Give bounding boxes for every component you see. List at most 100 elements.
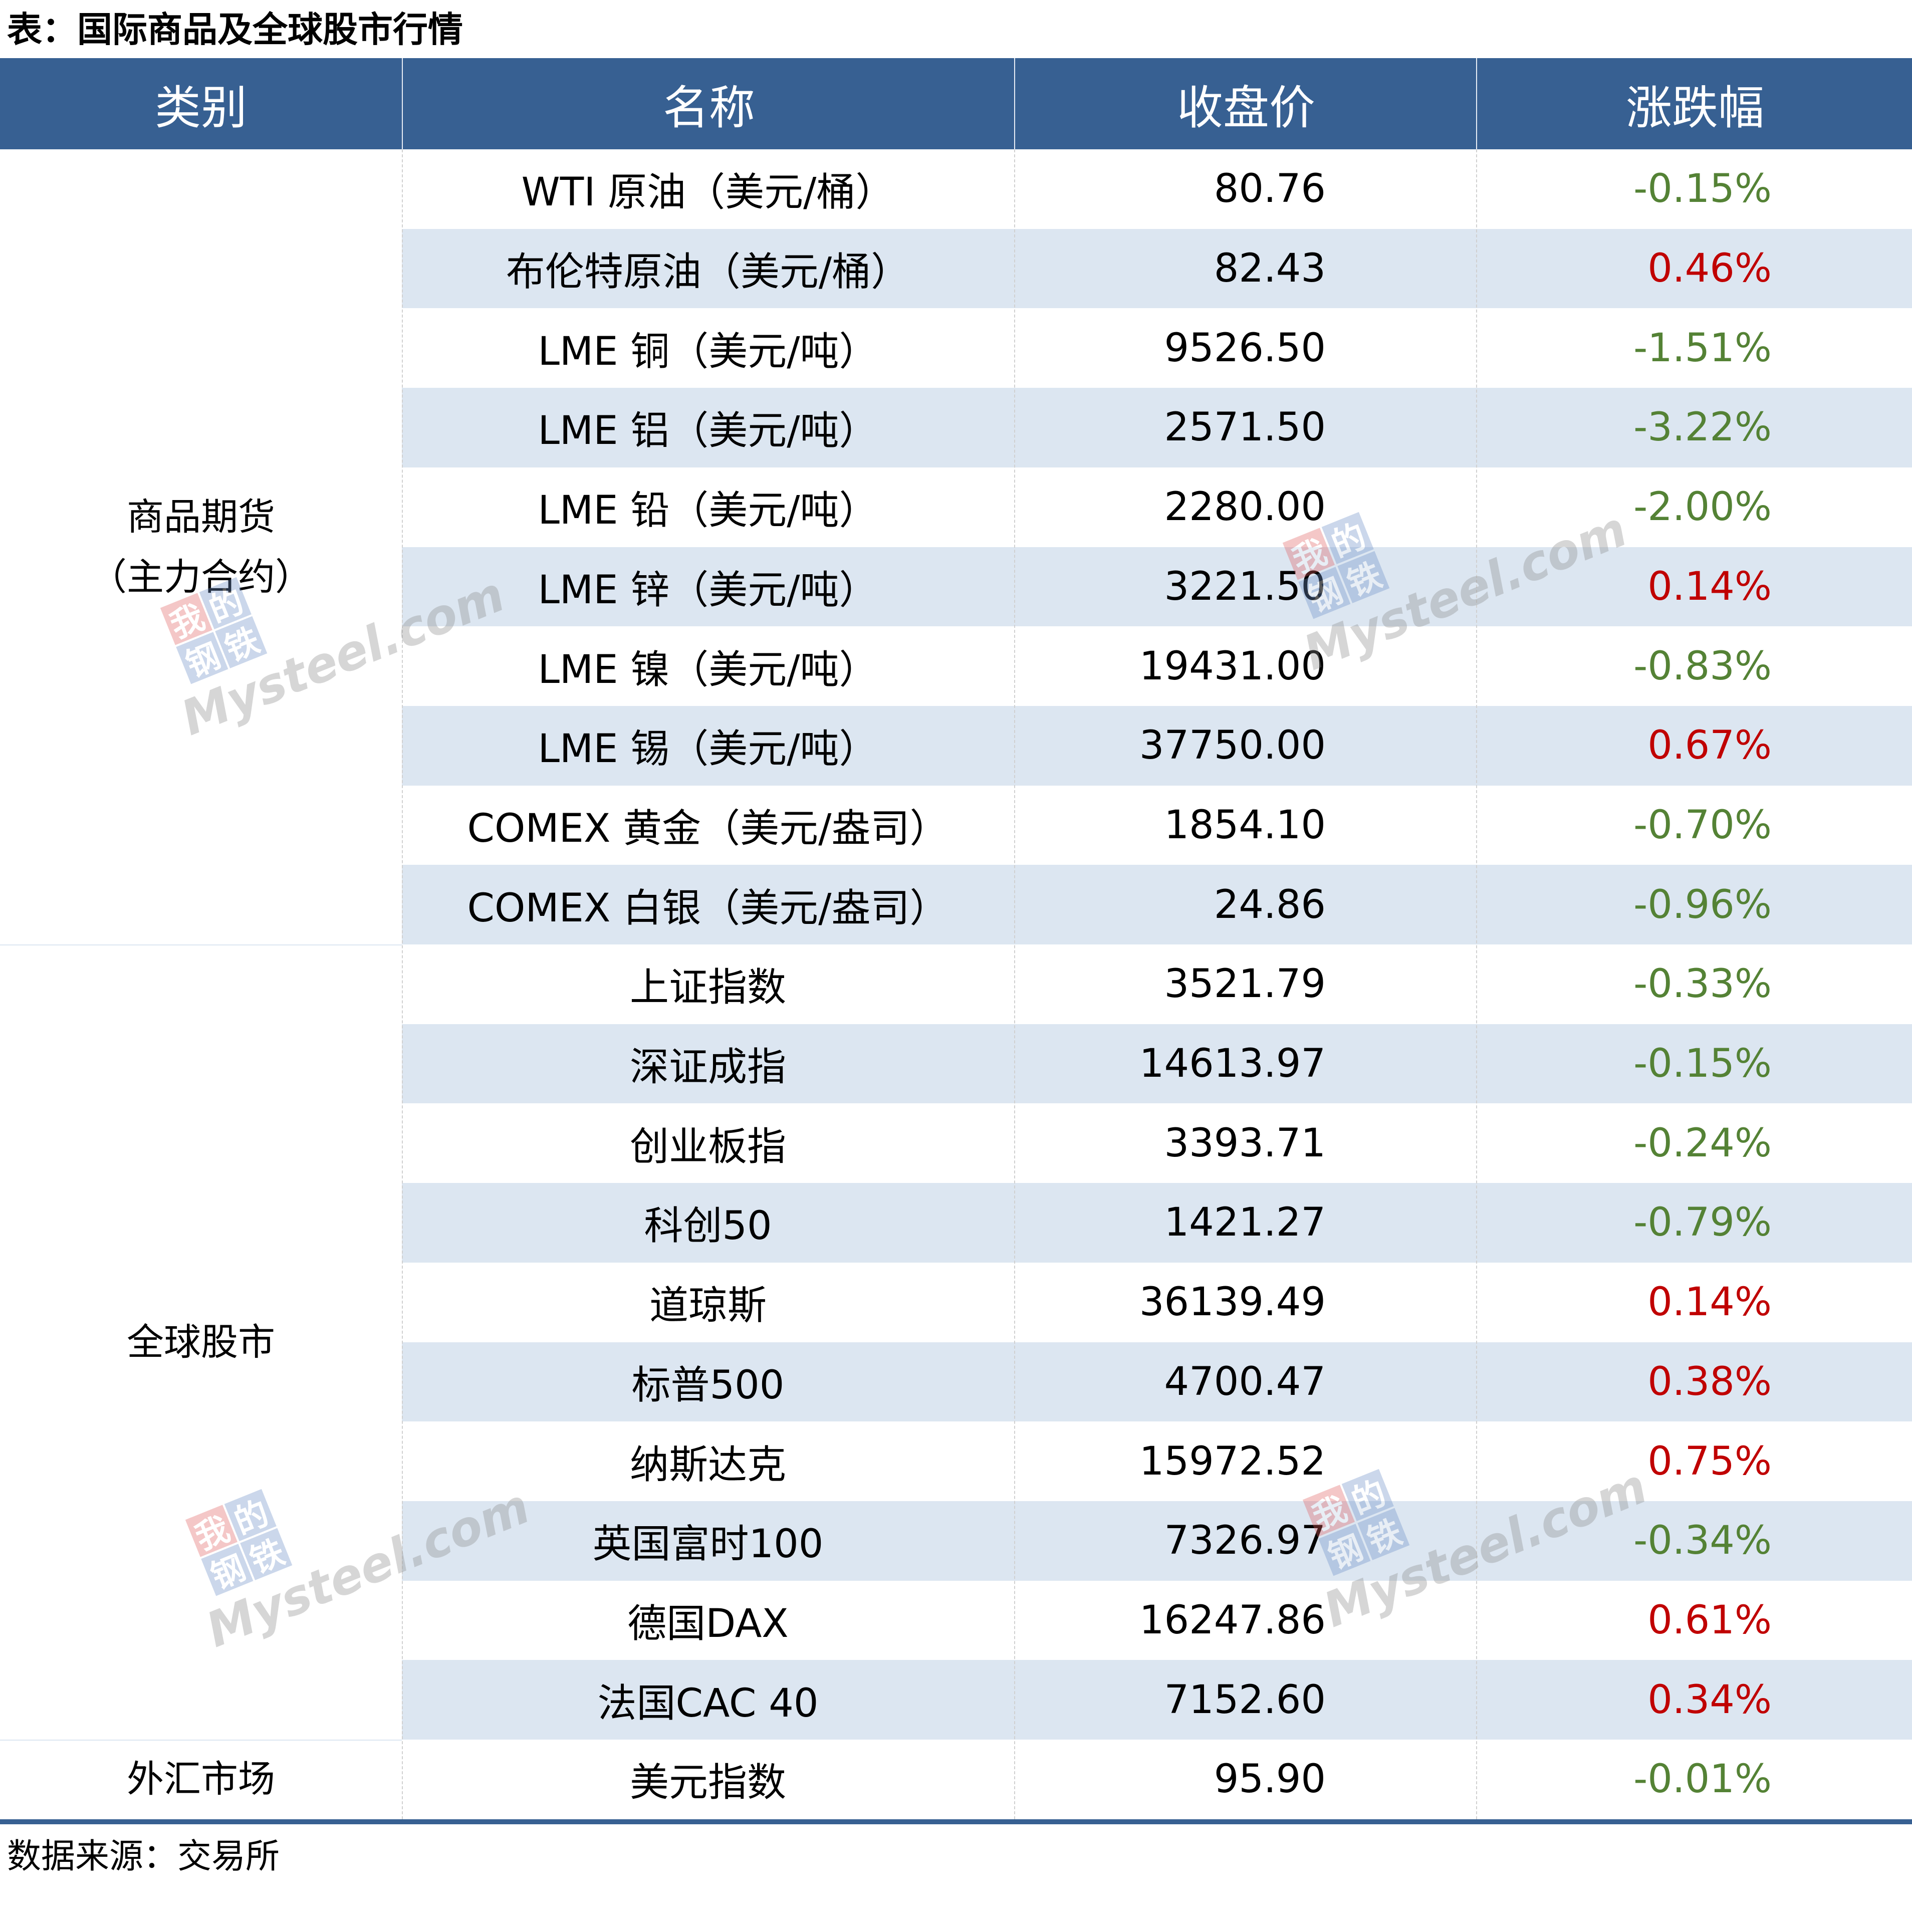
close-price-text: 24.86 [1214,882,1326,927]
instrument-name: LME 铝（美元/吨） [402,388,1014,467]
table-row: COMEX 白银（美元/盎司） 24.86 -0.96% [402,865,1912,944]
change-percent: -0.79% [1476,1183,1912,1263]
category-label: 全球股市 [127,1320,275,1364]
change-percent-text: -2.00% [1633,485,1772,530]
instrument-name-text: 深证成指 [629,1045,786,1090]
change-percent-text: -0.83% [1633,643,1772,689]
instrument-name-text: COMEX 白银（美元/盎司） [467,885,949,931]
change-percent-text: -0.15% [1633,166,1772,212]
change-percent: -0.96% [1476,865,1912,944]
close-price-text: 7326.97 [1164,1518,1326,1564]
close-price-text: 2571.50 [1164,405,1326,450]
change-percent-text: -0.70% [1633,802,1772,848]
close-price: 3221.50 [1014,547,1476,627]
table-row: 标普500 4700.47 0.38% [402,1342,1912,1422]
table-row: 道琼斯 36139.49 0.14% [402,1263,1912,1342]
close-price: 3521.79 [1014,944,1476,1024]
close-price: 19431.00 [1014,626,1476,706]
change-percent: -0.15% [1476,149,1912,229]
table-row: 美元指数 95.90 -0.01% [402,1740,1912,1819]
instrument-name: 创业板指 [402,1103,1014,1183]
instrument-name-text: 科创50 [644,1203,772,1249]
instrument-name: COMEX 白银（美元/盎司） [402,865,1014,944]
category-cell: 全球股市 [0,944,402,1740]
instrument-name: 纳斯达克 [402,1421,1014,1501]
category-divider [0,1740,402,1741]
instrument-name-text: LME 镍（美元/吨） [538,647,878,692]
instrument-name-text: LME 铅（美元/吨） [538,488,878,534]
table-row: WTI 原油（美元/桶） 80.76 -0.15% [402,149,1912,229]
instrument-name-text: LME 锌（美元/吨） [538,567,878,613]
table-row: LME 铅（美元/吨） 2280.00 -2.00% [402,467,1912,547]
change-percent: -0.34% [1476,1501,1912,1581]
column-divider [1476,149,1477,1819]
change-percent: -2.00% [1476,467,1912,547]
close-price: 3393.71 [1014,1103,1476,1183]
column-divider [1014,149,1015,1819]
header-change-pct: 涨跌幅 [1476,58,1912,149]
close-price-text: 82.43 [1214,246,1326,292]
instrument-name: 布伦特原油（美元/桶） [402,229,1014,309]
instrument-name: WTI 原油（美元/桶） [402,149,1014,229]
instrument-name-text: 纳斯达克 [629,1442,786,1488]
instrument-name-text: 法国CAC 40 [597,1680,819,1726]
change-percent: -0.33% [1476,944,1912,1024]
change-percent: 0.14% [1476,547,1912,627]
change-percent-text: -3.22% [1633,405,1772,450]
instrument-name: 德国DAX [402,1581,1014,1660]
close-price-text: 16247.86 [1139,1597,1326,1643]
change-percent: 0.46% [1476,229,1912,309]
change-percent-text: 0.61% [1647,1597,1772,1643]
close-price-text: 3221.50 [1164,564,1326,609]
close-price: 16247.86 [1014,1581,1476,1660]
close-price-text: 3393.71 [1164,1120,1326,1166]
close-price-text: 4700.47 [1164,1359,1326,1404]
close-price: 4700.47 [1014,1342,1476,1422]
instrument-name: LME 铜（美元/吨） [402,308,1014,388]
change-percent-text: -0.24% [1633,1120,1772,1166]
category-divider [0,944,402,945]
table-row: COMEX 黄金（美元/盎司） 1854.10 -0.70% [402,786,1912,865]
change-percent: -0.70% [1476,786,1912,865]
change-percent: 0.14% [1476,1263,1912,1342]
instrument-name-text: LME 铝（美元/吨） [538,408,878,454]
close-price-text: 15972.52 [1139,1438,1326,1484]
close-price: 37750.00 [1014,706,1476,786]
instrument-name: 道琼斯 [402,1263,1014,1342]
table-row: 德国DAX 16247.86 0.61% [402,1581,1912,1660]
close-price: 36139.49 [1014,1263,1476,1342]
instrument-name-text: 美元指数 [629,1760,786,1806]
close-price: 2571.50 [1014,388,1476,467]
close-price-text: 14613.97 [1139,1041,1326,1087]
instrument-name: 深证成指 [402,1024,1014,1104]
change-percent-text: -0.34% [1633,1518,1772,1564]
instrument-name-text: 上证指数 [629,965,786,1011]
close-price: 1854.10 [1014,786,1476,865]
change-percent-text: -0.01% [1633,1757,1772,1802]
table-row: 上证指数 3521.79 -0.33% [402,944,1912,1024]
close-price-text: 2280.00 [1164,485,1326,530]
category-label: 商品期货 [127,495,275,539]
instrument-name: 英国富时100 [402,1501,1014,1581]
instrument-name-text: 布伦特原油（美元/桶） [506,250,910,295]
close-price: 15972.52 [1014,1421,1476,1501]
table-row: LME 锡（美元/吨） 37750.00 0.67% [402,705,1912,786]
change-percent: -0.15% [1476,1024,1912,1104]
instrument-name-text: 英国富时100 [592,1522,824,1567]
category-sublabel: （主力合约） [90,555,312,599]
table-row: LME 铜（美元/吨） 9526.50 -1.51% [402,308,1912,388]
change-percent-text: 0.75% [1647,1438,1772,1484]
close-price: 80.76 [1014,149,1476,229]
change-percent-text: 0.67% [1647,723,1772,769]
change-percent: -1.51% [1476,308,1912,388]
close-price-text: 19431.00 [1139,643,1326,689]
change-percent-text: -0.15% [1633,1041,1772,1087]
close-price-text: 80.76 [1214,166,1326,212]
change-percent-text: 0.14% [1647,564,1772,609]
instrument-name: 上证指数 [402,944,1014,1024]
instrument-name: LME 锡（美元/吨） [402,706,1014,786]
instrument-name: 标普500 [402,1342,1014,1422]
table-title: 表：国际商品及全球股市行情 [7,9,463,50]
instrument-name-text: 道琼斯 [649,1283,767,1329]
table-row: 法国CAC 40 7152.60 0.34% [402,1660,1912,1740]
